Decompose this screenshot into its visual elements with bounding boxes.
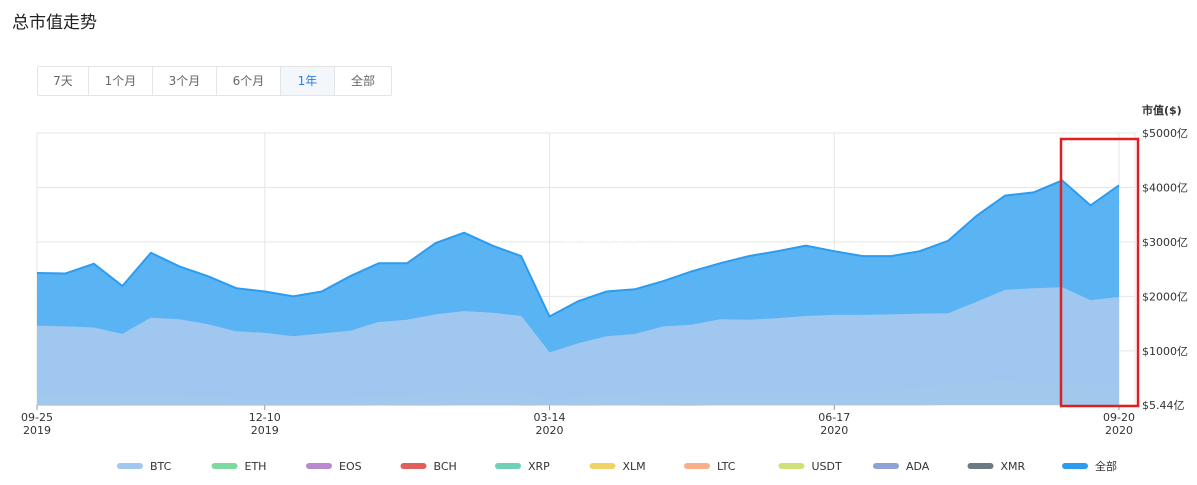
legend-swatch bbox=[589, 463, 616, 469]
x-tick-label: 03-14 bbox=[534, 411, 566, 424]
x-tick-year: 2020 bbox=[820, 424, 848, 437]
legend-label: BCH bbox=[434, 460, 457, 473]
y-tick-label: $1000亿 bbox=[1142, 345, 1188, 358]
legend-swatch bbox=[873, 463, 899, 469]
range-tab[interactable]: 6个月 bbox=[217, 67, 281, 95]
legend-label: XRP bbox=[528, 460, 550, 473]
legend-label: XMR bbox=[1001, 460, 1026, 473]
y-tick-label: $5.44亿 bbox=[1142, 399, 1185, 412]
range-tab[interactable]: 1年 bbox=[281, 67, 335, 95]
highlight-box bbox=[1059, 137, 1140, 408]
legend-label: LTC bbox=[717, 460, 736, 473]
x-tick-label: 06-17 bbox=[818, 411, 850, 424]
x-tick-label: 09-20 bbox=[1103, 411, 1135, 424]
legend-swatch bbox=[400, 463, 427, 469]
range-tab[interactable]: 全部 bbox=[350, 74, 375, 88]
legend-swatch bbox=[306, 463, 332, 469]
series-line bbox=[36, 179, 1120, 318]
y-tick-label: $3000亿 bbox=[1142, 236, 1188, 249]
y-tick-label: $4000亿 bbox=[1142, 181, 1188, 194]
x-tick-year: 2019 bbox=[251, 424, 279, 437]
y-tick-label: $5000亿 bbox=[1142, 127, 1188, 140]
y-tick-label: $2000亿 bbox=[1142, 290, 1188, 303]
legend-label: 全部 bbox=[1095, 459, 1117, 473]
legend-swatch bbox=[778, 463, 805, 469]
legend-swatch bbox=[117, 463, 143, 469]
series-line bbox=[36, 287, 1120, 354]
range-tab[interactable]: 7天 bbox=[38, 67, 89, 95]
x-tick-year: 2020 bbox=[1105, 424, 1133, 437]
legend-label: USDT bbox=[812, 460, 843, 473]
x-tick-label: 09-25 bbox=[21, 411, 53, 424]
watermark: 非小号 bbox=[560, 224, 680, 270]
range-tabs: 7天 1个月 3个月 6个月 1年 全部 bbox=[37, 66, 392, 96]
legend-swatch bbox=[495, 463, 521, 469]
legend-swatch bbox=[684, 463, 710, 469]
x-tick-year: 2020 bbox=[536, 424, 564, 437]
x-tick-year: 2019 bbox=[23, 424, 51, 437]
legend-label: BTC bbox=[150, 460, 172, 473]
page-title: 总市值走势 bbox=[12, 13, 97, 33]
legend-label: ETH bbox=[245, 460, 267, 473]
legend-label: ADA bbox=[906, 460, 930, 473]
legend-swatch bbox=[967, 463, 994, 469]
legend-label: XLM bbox=[623, 460, 646, 473]
legend-label: EOS bbox=[339, 460, 362, 473]
legend-swatch bbox=[1062, 463, 1088, 469]
series-area bbox=[37, 287, 1119, 405]
legend-swatch bbox=[211, 463, 238, 469]
y-axis-label: 市值($) bbox=[1142, 103, 1182, 117]
x-tick-label: 12-10 bbox=[249, 411, 281, 424]
range-tab[interactable]: 1个月 bbox=[89, 67, 153, 95]
range-tab[interactable]: 3个月 bbox=[153, 67, 217, 95]
